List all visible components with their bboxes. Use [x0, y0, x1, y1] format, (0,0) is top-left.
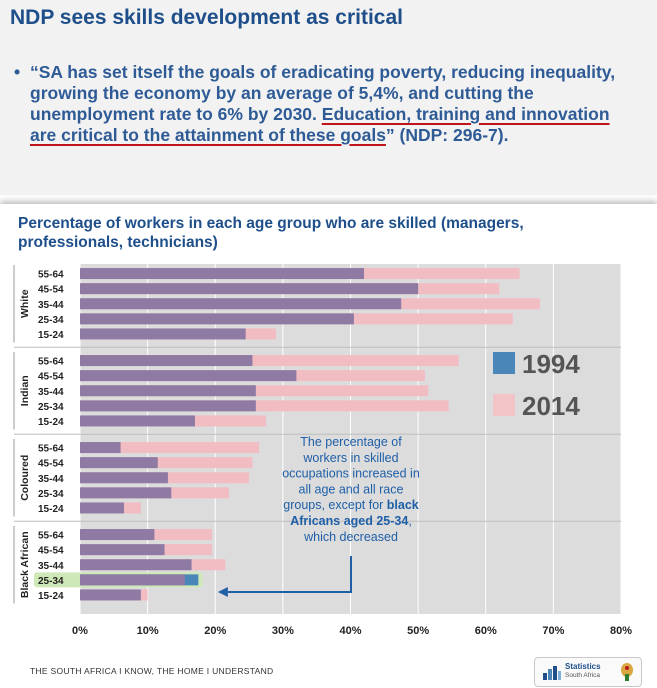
x-tick-label: 10% [137, 625, 159, 637]
age-label: 45-54 [38, 285, 64, 296]
annotation-segment: black [387, 498, 419, 512]
bar-1994 [80, 355, 253, 367]
age-label: 35-44 [38, 561, 64, 572]
quote-part-2: ” (NDP: 296-7). [385, 125, 509, 145]
age-label: 55-64 [38, 357, 64, 368]
bar-2014 [80, 355, 459, 367]
bar-2014 [80, 457, 253, 469]
legend-label: 2014 [522, 391, 580, 421]
coat-of-arms-icon [621, 663, 633, 681]
group-label: Indian [19, 375, 31, 406]
bar-1994 [80, 313, 354, 325]
quote-underlined: Education, training and innovation are c… [30, 104, 610, 145]
annotation-line: Africans aged 25-34, [290, 514, 412, 528]
slide-heading: NDP sees skills development as critical [10, 6, 403, 29]
bar-1994 [80, 298, 402, 310]
x-tick-label: 70% [542, 625, 564, 637]
x-tick-label: 30% [272, 625, 294, 637]
age-label: 25-34 [38, 315, 64, 326]
quote-part-1: “SA has set itself the goals of eradicat… [30, 62, 616, 124]
x-tick-label: 60% [475, 625, 497, 637]
bar-1994 [80, 385, 256, 397]
annotation-segment: , [408, 514, 411, 528]
age-label: 25-34 [38, 576, 64, 587]
age-label: 35-44 [38, 387, 64, 398]
slide-header-panel: NDP sees skills development as critical … [0, 0, 657, 195]
age-label: 15-24 [38, 417, 64, 428]
legend-swatch [493, 394, 515, 416]
age-label: 45-54 [38, 459, 64, 470]
age-label: 15-24 [38, 504, 64, 515]
age-label: 15-24 [38, 591, 64, 602]
bar-1994 [80, 457, 158, 469]
age-label: 35-44 [38, 300, 64, 311]
bar-2014 [80, 400, 449, 412]
bar-1994 [80, 415, 195, 427]
ndp-quote: • “SA has set itself the goals of eradic… [14, 62, 639, 146]
annotation-segment: The percentage of [300, 435, 402, 449]
legend-swatch [493, 352, 515, 374]
age-label: 55-64 [38, 531, 64, 542]
bar-1994 [80, 283, 419, 295]
x-tick-label: 40% [339, 625, 361, 637]
logo-subtext: South Africa [565, 672, 601, 679]
logo-wordmark: Statistics [565, 662, 601, 671]
group-label: Coloured [19, 455, 31, 501]
bar-1994 [80, 487, 172, 499]
age-label: 55-64 [38, 444, 64, 455]
group-label: White [19, 289, 31, 318]
stats-logo-icon [543, 666, 561, 680]
annotation-line: The percentage of [300, 435, 402, 449]
quote-text: “SA has set itself the goals of eradicat… [30, 62, 639, 146]
bar-1994 [80, 370, 297, 382]
stats-sa-logo: Statistics South Africa [534, 657, 642, 687]
annotation-segment: all age and all race [299, 482, 404, 496]
bar-1994 [80, 442, 121, 454]
age-label: 25-34 [38, 489, 64, 500]
x-tick-label: 80% [610, 625, 632, 637]
annotation-segment: Africans aged 25-34 [290, 514, 408, 528]
footer-tagline: THE SOUTH AFRICA I KNOW, THE HOME I UNDE… [30, 666, 274, 676]
bar-1994 [80, 589, 141, 601]
annotation-line: all age and all race [299, 482, 404, 496]
bar-1994 [80, 559, 192, 571]
x-tick-label: 0% [72, 625, 88, 637]
annotation-segment: which decreased [303, 530, 398, 544]
bar-1994 [80, 400, 256, 412]
annotation-line: groups, except for black [283, 498, 419, 512]
legend-label: 1994 [522, 349, 580, 379]
group-label: Black African [19, 531, 31, 598]
age-label: 35-44 [38, 474, 64, 485]
age-label: 45-54 [38, 546, 64, 557]
bar-1994 [80, 544, 165, 556]
annotation-segment: groups, except for [283, 498, 387, 512]
x-tick-label: 50% [407, 625, 429, 637]
annotation-arrowhead [217, 587, 228, 597]
age-label: 45-54 [38, 372, 64, 383]
bar-2014 [80, 442, 260, 454]
annotation-segment: occupations increased in [282, 467, 420, 481]
bar-1994 [80, 268, 365, 280]
age-label: 55-64 [38, 270, 64, 281]
x-tick-label: 20% [204, 625, 226, 637]
bullet-marker: • [14, 62, 21, 82]
bar-1994 [80, 328, 246, 340]
bar-1994 [80, 472, 168, 484]
bar-1994 [80, 502, 124, 514]
bar-1994 [80, 529, 155, 541]
age-label: 15-24 [38, 330, 64, 341]
annotation-line: which decreased [303, 530, 398, 544]
age-label: 25-34 [38, 402, 64, 413]
annotation-line: workers in skilled [302, 451, 398, 465]
annotation-segment: workers in skilled [302, 451, 398, 465]
annotation-line: occupations increased in [282, 467, 420, 481]
chart-title: Percentage of workers in each age group … [18, 215, 524, 251]
annotation-arrow-line [227, 556, 352, 593]
bar-2014 [80, 574, 185, 586]
